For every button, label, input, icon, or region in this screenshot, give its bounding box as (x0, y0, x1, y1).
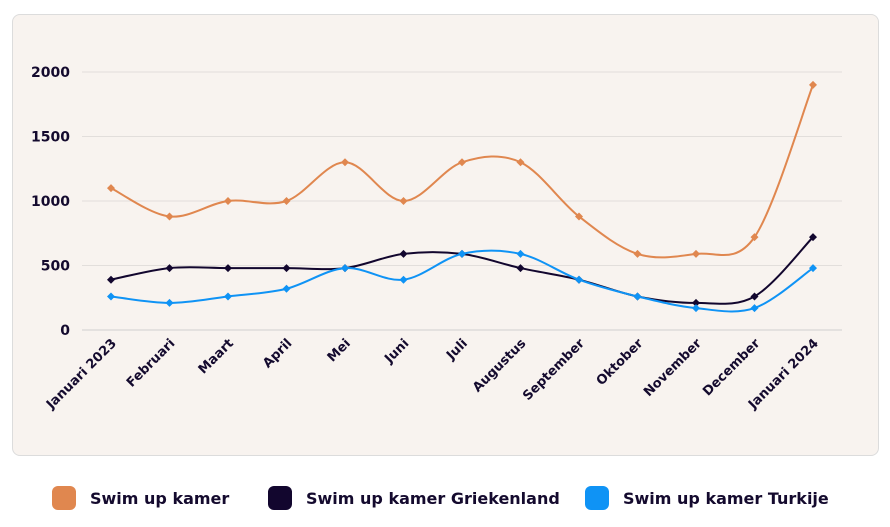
y-tick-label: 500 (41, 259, 70, 275)
data-point (282, 284, 291, 293)
data-point (458, 158, 466, 167)
series-line-1 (110, 236, 814, 305)
x-tick-label: Augustus (470, 336, 529, 395)
legend-item-turkije[interactable]: Swim up kamer Turkije (585, 486, 829, 510)
legend-swatch (585, 486, 609, 510)
x-tick-label: Juli (443, 336, 471, 364)
data-point (516, 249, 525, 258)
data-point (107, 184, 115, 193)
data-point (575, 275, 583, 284)
data-point (165, 212, 174, 221)
data-point (516, 264, 525, 273)
data-point (750, 304, 759, 313)
y-tick-label: 1500 (31, 130, 70, 146)
x-tick-label: December (700, 336, 763, 399)
legend-label: Swim up kamer Turkije (623, 488, 829, 508)
data-point (224, 292, 232, 301)
data-point (692, 298, 700, 307)
legend-label: Swim up kamer (90, 488, 230, 508)
legend-label: Swim up kamer Griekenland (306, 488, 560, 508)
data-point (809, 80, 817, 89)
x-tick-label: Januari 2023 (43, 336, 120, 413)
data-point (399, 249, 408, 258)
data-point (341, 158, 349, 167)
data-point (809, 233, 817, 242)
x-tick-label: Maart (196, 336, 237, 377)
data-point (341, 264, 349, 273)
data-point (399, 275, 408, 284)
data-point (692, 304, 700, 313)
legend: Swim up kamer Swim up kamer Griekenland … (0, 486, 890, 516)
data-point (633, 292, 642, 301)
data-point (165, 298, 174, 307)
data-point (750, 233, 759, 242)
data-point (809, 264, 817, 273)
data-point (516, 158, 525, 167)
x-tick-label: Oktober (594, 336, 647, 389)
chart-card (12, 14, 879, 456)
data-point (399, 197, 408, 205)
legend-item-griekenland[interactable]: Swim up kamer Griekenland (268, 486, 560, 510)
data-point (107, 275, 115, 284)
x-tick-label: September (520, 336, 588, 404)
data-point (165, 264, 174, 273)
y-tick-label: 2000 (31, 65, 70, 81)
data-point (107, 292, 115, 301)
x-tick-label: April (260, 336, 295, 371)
y-tick-label: 0 (60, 323, 70, 339)
data-point (692, 249, 700, 258)
data-point (575, 212, 583, 221)
data-point (282, 264, 291, 273)
data-point (458, 249, 466, 258)
series-line-0 (110, 84, 814, 259)
data-point (282, 197, 291, 205)
data-point (633, 249, 642, 258)
legend-item-swim-up-kamer[interactable]: Swim up kamer (52, 486, 229, 510)
data-point (224, 264, 232, 273)
x-tick-label: Juni (381, 336, 412, 367)
data-point (750, 292, 759, 301)
legend-swatch (268, 486, 292, 510)
x-tick-label: Mei (325, 336, 354, 365)
x-tick-label: November (641, 336, 705, 400)
y-tick-label: 1000 (31, 194, 70, 210)
data-point (224, 197, 232, 205)
legend-swatch (52, 486, 76, 510)
x-tick-label: Februari (124, 336, 178, 390)
